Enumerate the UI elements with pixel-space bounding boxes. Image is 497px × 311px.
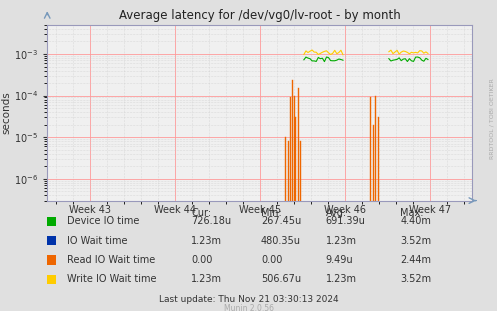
Text: 3.52m: 3.52m <box>400 236 431 246</box>
Text: 1.23m: 1.23m <box>326 236 356 246</box>
Title: Average latency for /dev/vg0/lv-root - by month: Average latency for /dev/vg0/lv-root - b… <box>119 9 401 22</box>
Text: Last update: Thu Nov 21 03:30:13 2024: Last update: Thu Nov 21 03:30:13 2024 <box>159 295 338 304</box>
Text: 506.67u: 506.67u <box>261 274 301 284</box>
Text: Cur:: Cur: <box>191 208 211 218</box>
Text: 2.44m: 2.44m <box>400 255 431 265</box>
Text: IO Wait time: IO Wait time <box>67 236 128 246</box>
Text: Device IO time: Device IO time <box>67 216 140 226</box>
Text: 4.40m: 4.40m <box>400 216 431 226</box>
Text: 267.45u: 267.45u <box>261 216 301 226</box>
Text: Max:: Max: <box>400 208 423 218</box>
Text: Avg:: Avg: <box>326 208 347 218</box>
Text: Write IO Wait time: Write IO Wait time <box>67 274 157 284</box>
Text: Munin 2.0.56: Munin 2.0.56 <box>224 304 273 311</box>
Text: Min:: Min: <box>261 208 282 218</box>
Y-axis label: seconds: seconds <box>1 91 11 134</box>
Text: Read IO Wait time: Read IO Wait time <box>67 255 156 265</box>
Text: 480.35u: 480.35u <box>261 236 301 246</box>
Text: 0.00: 0.00 <box>191 255 213 265</box>
Text: 3.52m: 3.52m <box>400 274 431 284</box>
Text: RRDTOOL / TOBI OETIKER: RRDTOOL / TOBI OETIKER <box>490 78 495 159</box>
Text: 1.23m: 1.23m <box>326 274 356 284</box>
Text: 1.23m: 1.23m <box>191 236 222 246</box>
Text: 0.00: 0.00 <box>261 255 282 265</box>
Text: 726.18u: 726.18u <box>191 216 232 226</box>
Text: 1.23m: 1.23m <box>191 274 222 284</box>
Text: 691.39u: 691.39u <box>326 216 365 226</box>
Text: 9.49u: 9.49u <box>326 255 353 265</box>
